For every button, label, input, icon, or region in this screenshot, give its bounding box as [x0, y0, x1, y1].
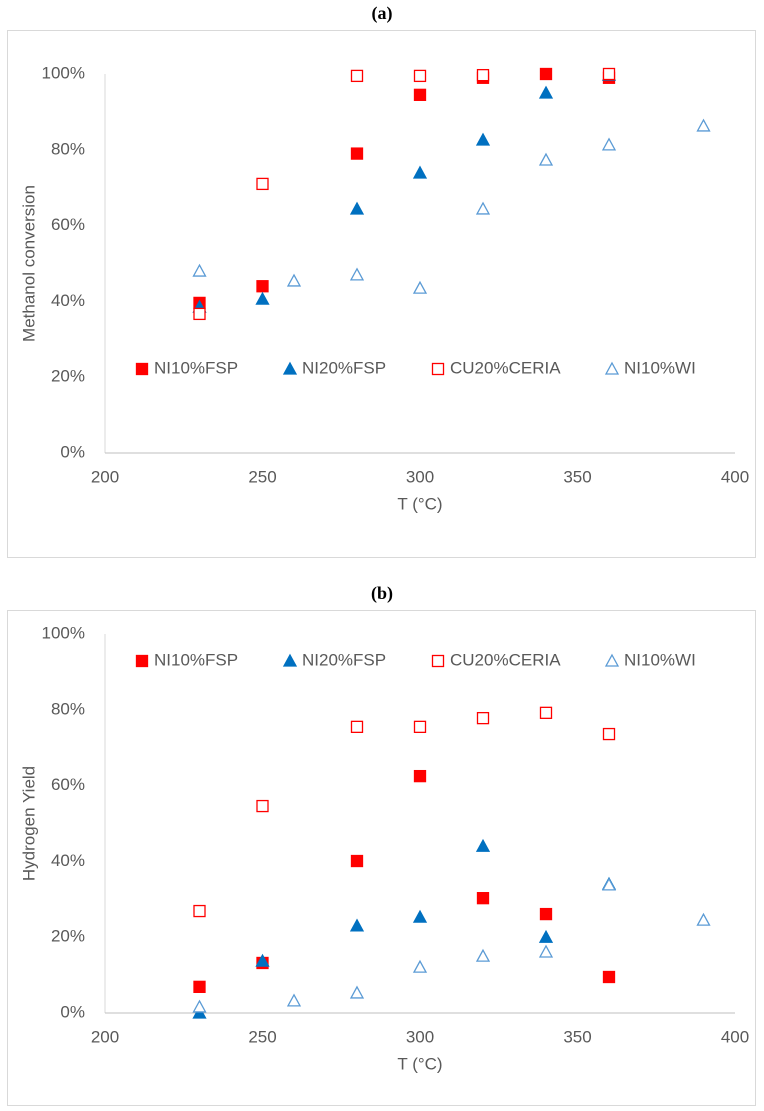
data-point	[539, 907, 553, 921]
legend-marker	[431, 654, 445, 668]
data-point	[538, 944, 554, 958]
y-tick-label: 80%	[51, 699, 85, 718]
x-tick-label: 400	[721, 1027, 749, 1046]
data-point	[350, 147, 364, 160]
data-point	[192, 263, 207, 277]
panel-frame	[7, 610, 756, 1106]
y-tick-label: 100%	[42, 63, 85, 82]
legend-label: NI10%WI	[624, 358, 696, 377]
data-point	[412, 165, 428, 179]
data-point	[256, 280, 269, 293]
y-tick-label: 40%	[51, 291, 85, 310]
data-point	[413, 69, 427, 83]
legend-marker	[431, 362, 445, 376]
data-point	[475, 132, 491, 146]
data-point	[256, 799, 269, 813]
data-point	[413, 769, 427, 783]
legend-label: NI10%FSP	[154, 358, 238, 377]
data-point	[602, 727, 616, 741]
data-point	[476, 68, 490, 82]
y-tick-label: 60%	[51, 775, 85, 794]
legend-label: NI20%FSP	[302, 358, 386, 377]
data-point	[539, 706, 553, 719]
data-point	[412, 959, 428, 973]
legend-marker	[135, 362, 149, 376]
chart-title: (a)	[372, 3, 393, 24]
data-point	[476, 892, 490, 905]
y-tick-label: 40%	[51, 851, 85, 870]
legend-label: CU20%CERIA	[450, 650, 561, 669]
x-axis-label: T (°C)	[397, 1054, 442, 1073]
data-point	[350, 720, 364, 734]
y-tick-label: 60%	[51, 215, 85, 234]
data-point	[538, 85, 554, 99]
data-point	[539, 67, 553, 81]
legend-marker	[604, 361, 620, 375]
y-tick-label: 100%	[42, 623, 85, 642]
legend-marker	[135, 654, 149, 668]
x-tick-label: 200	[91, 467, 119, 486]
data-point	[286, 993, 302, 1007]
x-tick-label: 400	[721, 467, 749, 486]
legend-label: NI10%WI	[624, 650, 696, 669]
y-tick-label: 20%	[51, 367, 85, 386]
y-axis-label: Methanol conversion	[19, 185, 38, 342]
legend-marker	[282, 361, 298, 375]
legend-label: CU20%CERIA	[450, 358, 561, 377]
data-point	[601, 137, 617, 151]
data-point	[696, 118, 711, 132]
legend-marker	[604, 653, 620, 667]
data-point	[349, 918, 365, 932]
data-point	[193, 904, 206, 918]
data-point	[286, 273, 302, 287]
data-point	[696, 912, 711, 926]
data-point	[475, 838, 491, 852]
data-point	[350, 854, 364, 868]
y-tick-label: 0%	[60, 442, 85, 461]
data-point	[602, 970, 616, 984]
data-point	[192, 999, 207, 1013]
data-point	[193, 980, 206, 993]
x-tick-label: 350	[563, 1027, 591, 1046]
panel-frame	[7, 30, 756, 558]
x-tick-label: 250	[248, 467, 276, 486]
data-point	[255, 291, 270, 305]
x-tick-label: 300	[406, 467, 434, 486]
data-point	[256, 177, 269, 191]
data-point	[476, 711, 490, 725]
data-point	[602, 67, 616, 81]
data-point	[349, 985, 365, 999]
data-point	[538, 152, 554, 166]
data-point	[255, 953, 270, 967]
legend-label: NI20%FSP	[302, 650, 386, 669]
x-tick-label: 350	[563, 467, 591, 486]
y-tick-label: 0%	[60, 1002, 85, 1021]
y-axis-label: Hydrogen Yield	[19, 766, 38, 881]
y-tick-label: 20%	[51, 927, 85, 946]
y-tick-label: 80%	[51, 139, 85, 158]
data-point	[413, 720, 427, 734]
data-point	[601, 877, 617, 891]
legend-label: NI10%FSP	[154, 650, 238, 669]
data-point	[193, 307, 206, 321]
data-point	[412, 280, 428, 294]
x-tick-label: 250	[248, 1027, 276, 1046]
data-point	[475, 948, 491, 962]
data-point	[475, 201, 491, 215]
legend-marker	[282, 653, 298, 667]
x-tick-label: 200	[91, 1027, 119, 1046]
x-tick-label: 300	[406, 1027, 434, 1046]
data-point	[349, 201, 365, 215]
data-point	[413, 88, 427, 101]
data-point	[412, 909, 428, 923]
data-point	[349, 267, 365, 281]
data-point	[350, 69, 364, 83]
chart-title: (b)	[371, 583, 393, 604]
x-axis-label: T (°C)	[397, 494, 442, 513]
data-point	[538, 929, 554, 943]
